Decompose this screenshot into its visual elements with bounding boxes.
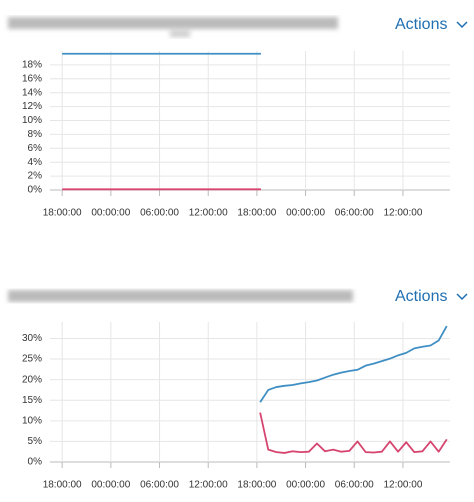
x-tick-label: 18:00:00 [237,480,276,491]
y-tick-label: 0% [28,185,43,196]
y-tick-label: 18% [22,60,42,71]
blurred-title [8,17,338,37]
actions-button[interactable]: Actions [395,288,447,305]
x-tick-label: 00:00:00 [286,480,325,491]
y-tick-label: 4% [28,157,43,168]
x-tick-label: 12:00:00 [189,208,228,219]
series-line [259,325,448,403]
x-tick-label: 00:00:00 [91,208,130,219]
x-tick-label: 18:00:00 [237,208,276,219]
y-tick-label: 2% [28,171,43,182]
y-tick-label: 30% [22,333,42,344]
x-tick-label: 18:00:00 [43,480,82,491]
actions-button[interactable]: Actions [395,16,447,33]
blurred-title [8,290,353,302]
x-tick-label: 12:00:00 [383,208,422,219]
y-tick-label: 20% [22,374,42,385]
y-tick-label: 12% [22,101,42,112]
series-line [259,412,448,454]
x-tick-label: 06:00:00 [335,208,374,219]
y-tick-label: 15% [22,395,42,406]
y-tick-label: 5% [28,436,43,447]
x-tick-label: 18:00:00 [43,208,82,219]
x-tick-label: 12:00:00 [189,480,228,491]
x-tick-label: 06:00:00 [140,208,179,219]
x-tick-label: 12:00:00 [383,480,422,491]
y-tick-label: 6% [28,143,43,154]
y-tick-label: 14% [22,87,42,98]
x-tick-label: 00:00:00 [286,208,325,219]
x-tick-label: 06:00:00 [140,480,179,491]
chevron[interactable] [456,293,468,301]
x-tick-label: 06:00:00 [335,480,374,491]
y-tick-label: 10% [22,415,42,426]
y-tick-label: 0% [28,457,43,468]
y-tick-label: 8% [28,129,43,140]
y-tick-label: 10% [22,115,42,126]
chevron[interactable] [456,21,468,29]
y-tick-label: 16% [22,73,42,84]
x-tick-label: 00:00:00 [91,480,130,491]
y-tick-label: 25% [22,354,42,365]
